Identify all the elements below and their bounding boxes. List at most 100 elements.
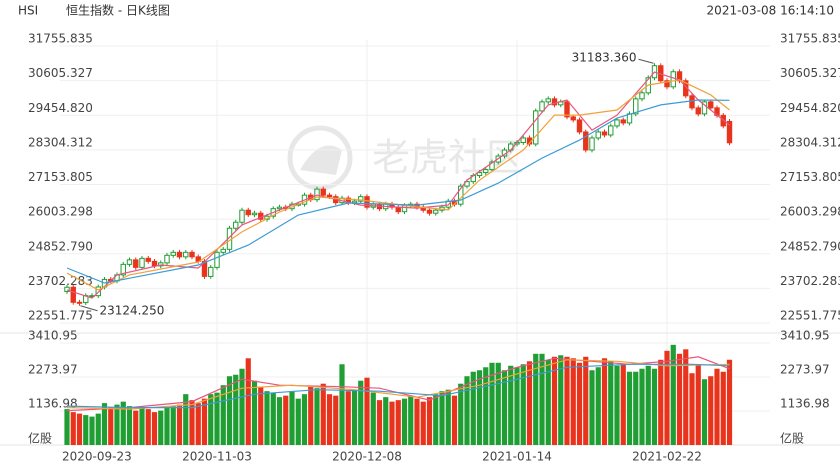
volume-bar xyxy=(595,367,601,445)
annotation-label: 31183.360 xyxy=(572,51,637,65)
candle-body xyxy=(639,92,645,100)
candle-body xyxy=(664,80,670,88)
volume-bar xyxy=(189,400,195,445)
volume-bar xyxy=(289,391,295,445)
candle-body xyxy=(614,119,620,127)
candle-body xyxy=(564,101,570,118)
candle-body xyxy=(395,206,401,213)
candle-body xyxy=(120,263,126,276)
candle-body xyxy=(576,119,583,133)
candle-body xyxy=(139,257,145,268)
volume-bar xyxy=(458,383,464,445)
volume-bar xyxy=(151,412,158,445)
price-ma-line xyxy=(66,99,730,284)
x-tick-label: 2021-01-14 xyxy=(482,450,552,464)
volume-bar xyxy=(714,368,720,445)
volume-bar xyxy=(220,385,226,445)
volume-ma-line xyxy=(66,359,730,410)
annotation-leader xyxy=(80,305,98,312)
volume-bar xyxy=(270,392,276,445)
volume-bar xyxy=(626,371,633,445)
candle-body xyxy=(589,137,595,151)
y-tick-label-left: 23702.283 xyxy=(28,274,93,288)
volume-bar xyxy=(676,353,683,445)
price-ma-line xyxy=(66,79,730,291)
volume-bar xyxy=(576,362,583,445)
volume-bar xyxy=(233,374,239,445)
volume-bar xyxy=(689,373,695,445)
candle-body xyxy=(364,196,370,208)
volume-bar xyxy=(108,407,114,445)
volume-bar xyxy=(370,392,376,445)
candle-body xyxy=(533,110,539,145)
candle-body xyxy=(726,120,733,144)
volume-bar xyxy=(701,379,708,445)
volume-bar xyxy=(364,377,370,445)
volume-tick-label-left: 3410.95 xyxy=(28,329,78,343)
volume-bar xyxy=(645,365,651,445)
volume-bar xyxy=(670,344,676,445)
candle-body xyxy=(433,209,439,214)
volume-bar xyxy=(139,407,145,445)
y-tick-label-right: 29454.820 xyxy=(780,101,840,115)
price-ma-line xyxy=(66,71,730,299)
watermark-text: 老虎社区 xyxy=(372,136,524,180)
volume-bar xyxy=(126,406,133,445)
candle-body xyxy=(151,260,158,267)
volume-bar xyxy=(451,395,458,445)
volume-bar xyxy=(145,409,151,445)
y-tick-label-left: 22551.775 xyxy=(28,309,93,323)
candle-body xyxy=(570,116,576,121)
volume-bar xyxy=(545,359,551,445)
y-tick-label-right: 26003.298 xyxy=(780,205,840,219)
volume-bar xyxy=(89,416,95,445)
y-tick-label-left: 26003.298 xyxy=(28,205,93,219)
volume-unit-left: 亿股 xyxy=(28,431,52,446)
candle-body xyxy=(676,71,683,82)
volume-bar xyxy=(351,389,358,445)
timestamp: 2021-03-08 16:14:10 xyxy=(707,4,834,18)
candle-body xyxy=(251,212,258,216)
volume-bar xyxy=(570,358,576,445)
candle-body xyxy=(158,262,164,267)
volume-bar xyxy=(208,394,214,445)
symbol: HSI xyxy=(18,4,38,18)
x-tick-label: 2020-11-03 xyxy=(182,450,252,464)
volume-bar xyxy=(664,350,670,445)
candle-body xyxy=(276,206,283,210)
y-tick-label-right: 30605.327 xyxy=(780,66,840,80)
volume-bar xyxy=(164,407,170,445)
candle-body xyxy=(76,301,83,304)
volume-bar xyxy=(445,389,451,445)
volume-bar xyxy=(401,398,408,445)
candle-body xyxy=(133,259,139,268)
volume-bar xyxy=(389,401,395,445)
volume-bar xyxy=(120,401,126,445)
volume-bar xyxy=(301,394,308,445)
candle-body xyxy=(145,257,151,262)
volume-bar xyxy=(314,388,320,445)
volume-bar xyxy=(326,394,333,445)
volume-bar xyxy=(514,367,520,445)
volume-bar xyxy=(658,359,664,445)
volume-tick-label-left: 2273.97 xyxy=(28,362,78,376)
annotation-leader xyxy=(638,58,654,64)
volume-bar xyxy=(414,398,420,445)
volume-bar xyxy=(333,395,339,445)
volume-bar xyxy=(508,365,514,445)
annotation-label: 23124.250 xyxy=(100,303,165,317)
volume-bar xyxy=(95,413,101,445)
volume-bar xyxy=(601,358,608,445)
candle-body xyxy=(164,254,170,264)
candle-body xyxy=(95,286,101,297)
volume-bar xyxy=(76,413,83,445)
candle-body xyxy=(189,251,195,258)
volume-ma-line xyxy=(66,363,730,409)
candle-body xyxy=(401,205,408,213)
candle-body xyxy=(483,169,489,174)
volume-bar xyxy=(64,409,70,445)
volume-unit-right: 亿股 xyxy=(780,431,804,446)
candle-body xyxy=(70,286,76,303)
